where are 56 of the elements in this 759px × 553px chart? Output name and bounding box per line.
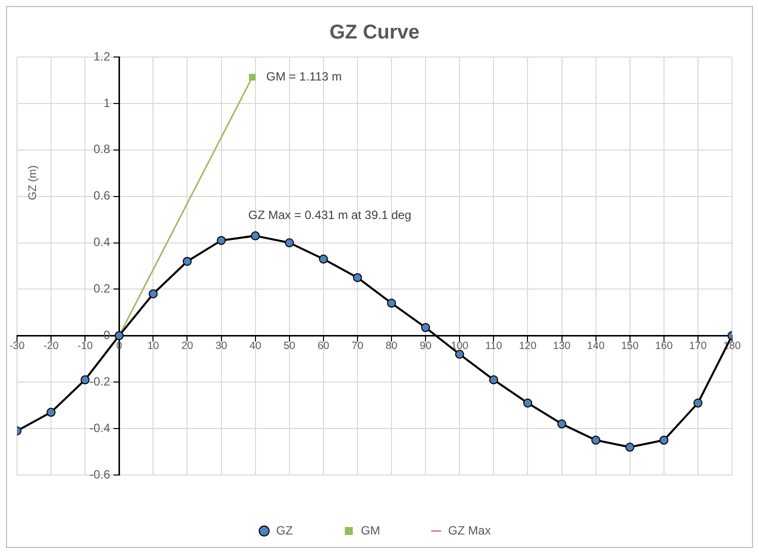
annotation: GZ Max = 0.431 m at 39.1 deg — [248, 208, 412, 222]
y-tick-label: 1.2 — [93, 49, 110, 64]
y-tick-label: 0.6 — [93, 188, 110, 203]
point — [557, 419, 566, 428]
point — [250, 231, 260, 240]
point — [489, 375, 498, 384]
x-tick-label: -10 — [78, 340, 93, 352]
point — [523, 398, 532, 408]
point — [318, 254, 328, 264]
x-tick-label: 40 — [249, 340, 262, 352]
annotation: GM = 1.113 m — [266, 70, 342, 84]
point — [387, 298, 396, 308]
point — [591, 436, 600, 445]
y-tick-label: -0.6 — [89, 467, 110, 482]
x-tick-label: 80 — [386, 340, 398, 352]
point — [455, 350, 464, 359]
point — [248, 74, 256, 81]
x-tick-label: 100 — [450, 340, 469, 352]
point — [625, 442, 634, 452]
y-tick-label: -0.4 — [89, 420, 110, 435]
x-tick-label: 10 — [147, 340, 160, 352]
x-tick-label: 90 — [420, 340, 432, 352]
point — [216, 236, 226, 245]
point — [284, 238, 294, 248]
y-tick-label: -0.2 — [89, 374, 110, 388]
legend-label: GM — [360, 523, 380, 538]
x-tick-label: 130 — [552, 340, 571, 352]
y-tick-label: 0.4 — [93, 235, 110, 250]
x-tick-label: 50 — [284, 340, 296, 352]
legend-label: GZ Max — [448, 523, 491, 538]
point — [352, 273, 362, 282]
point — [46, 408, 56, 417]
point — [80, 375, 90, 384]
point — [421, 323, 430, 332]
x-tick-label: 60 — [318, 340, 330, 352]
x-tick-label: 120 — [518, 340, 537, 352]
legend-label: GZ — [276, 523, 293, 538]
x-tick-label: 140 — [587, 340, 605, 352]
point — [182, 256, 192, 266]
x-tick-label: 30 — [215, 340, 228, 352]
x-tick-label: 150 — [621, 340, 639, 352]
x-tick-label: -20 — [43, 340, 59, 352]
x-tick-label: 110 — [485, 340, 502, 352]
y-axis-title: GZ (m) — [27, 165, 40, 200]
x-tick-label: 160 — [655, 340, 673, 352]
chart-title: GZ Curve — [329, 22, 420, 44]
point — [148, 289, 158, 298]
point — [659, 436, 668, 445]
y-tick-label: 1 — [103, 96, 110, 110]
x-tick-label: 20 — [181, 340, 194, 352]
x-tick-label: -30 — [9, 340, 25, 352]
x-tick-label: 70 — [352, 340, 364, 352]
y-tick-label: 0.8 — [93, 142, 110, 156]
x-tick-label: 170 — [689, 340, 707, 352]
point — [693, 398, 702, 408]
y-tick-label: 0.2 — [93, 282, 110, 296]
